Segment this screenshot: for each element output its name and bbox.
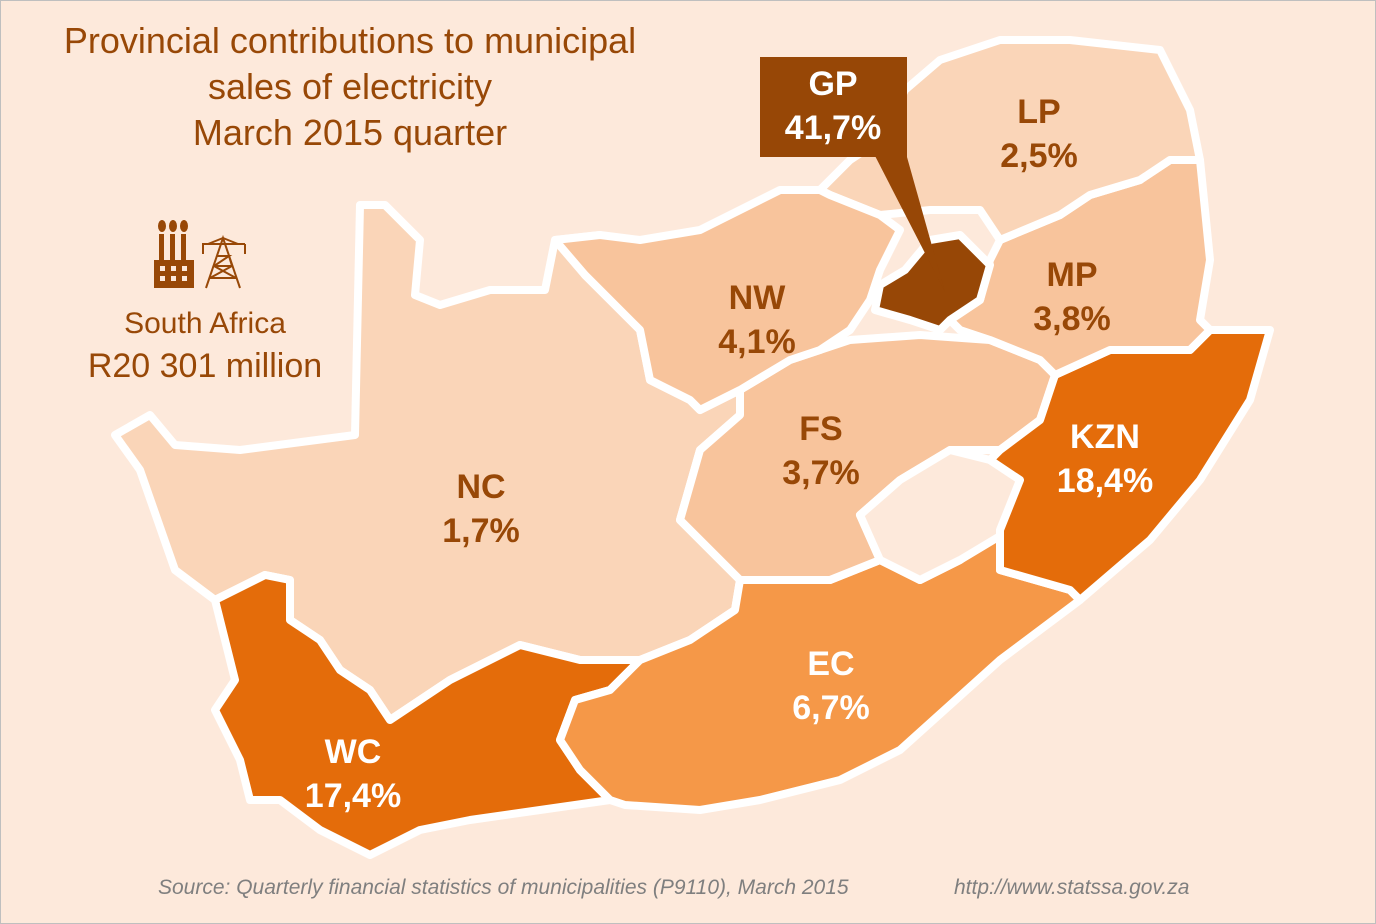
label-ec: EC 6,7% (751, 642, 911, 730)
province-value: 3,7% (782, 454, 860, 492)
province-code: NW (728, 279, 786, 317)
map-title: Provincial contributions to municipal sa… (30, 18, 670, 156)
source-url[interactable]: http://www.statssa.gov.za (954, 876, 1190, 899)
label-lp: LP 2,5% (959, 90, 1119, 178)
province-value: 17,4% (304, 777, 402, 815)
source-note: Source: Quarterly financial statistics o… (158, 876, 849, 899)
gp-callout-pointer (872, 150, 945, 292)
label-kzn: KZN 18,4% (1025, 415, 1185, 503)
label-fs: FS 3,7% (741, 407, 901, 495)
gp-callout-box (760, 57, 907, 157)
country-summary: South Africa R20 301 million (60, 304, 350, 388)
province-code: NC (456, 468, 506, 506)
country-name: South Africa (124, 307, 286, 340)
total-value: R20 301 million (87, 347, 323, 385)
province-value: 41,7% (784, 109, 882, 147)
title-line: Provincial contributions to municipal (63, 20, 637, 61)
label-nw: NW 4,1% (677, 276, 837, 364)
label-gp: GP 41,7% (753, 62, 913, 150)
title-line: March 2015 quarter (192, 112, 508, 153)
province-code: LP (1017, 93, 1061, 131)
province-value: 4,1% (718, 323, 796, 361)
province-gp[interactable] (871, 231, 994, 334)
province-value: 6,7% (792, 689, 870, 727)
province-code: FS (799, 410, 843, 448)
province-value: 2,5% (1000, 137, 1078, 175)
label-nc: NC 1,7% (401, 465, 561, 553)
factory-pylon-icon (154, 220, 246, 289)
label-mp: MP 3,8% (992, 253, 1152, 341)
province-code: GP (808, 65, 858, 103)
province-code: KZN (1070, 418, 1140, 456)
province-value: 1,7% (442, 512, 520, 550)
province-code: EC (807, 645, 855, 683)
province-value: 18,4% (1056, 462, 1154, 500)
province-value: 3,8% (1033, 300, 1111, 338)
title-line: sales of electricity (207, 66, 493, 107)
label-wc: WC 17,4% (273, 730, 433, 818)
province-code: MP (1046, 256, 1098, 294)
province-nw[interactable] (551, 186, 904, 414)
province-code: WC (324, 733, 382, 771)
